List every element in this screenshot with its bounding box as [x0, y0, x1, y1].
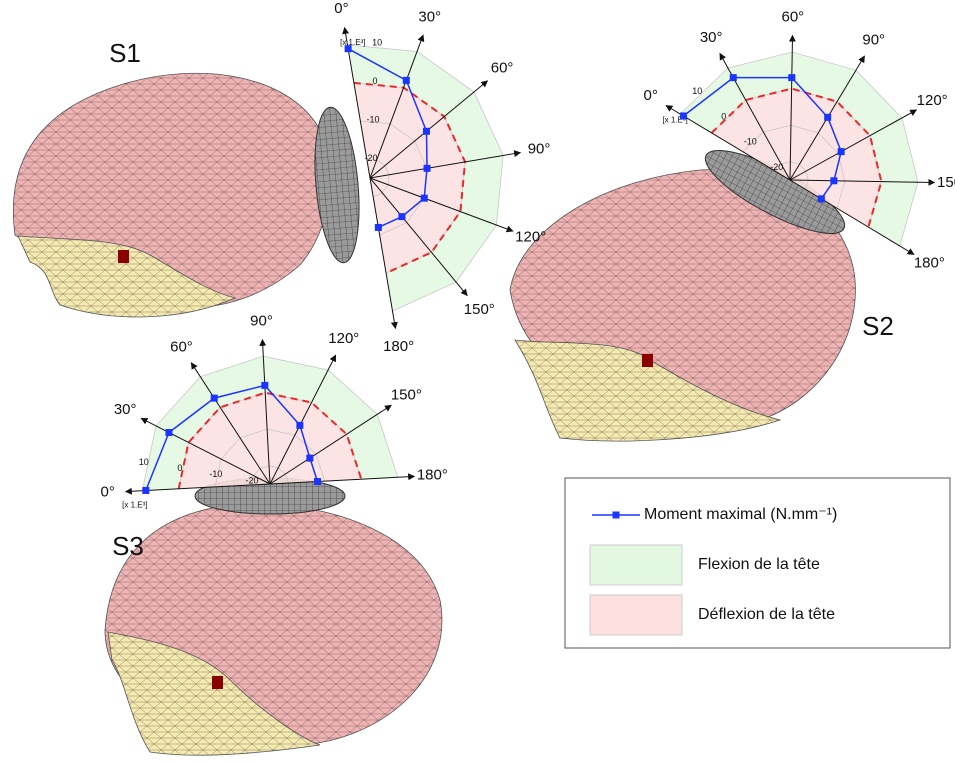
angle-axis: [369, 150, 522, 179]
series-marker: [313, 478, 321, 486]
angle-label: 90°: [528, 140, 551, 157]
head-model-s3: [104, 477, 443, 756]
angle-label: 90°: [862, 32, 885, 49]
angle-label: 90°: [250, 313, 273, 330]
series-marker: [296, 421, 304, 429]
series-marker: [398, 213, 406, 221]
y-tick-label: 0: [177, 463, 182, 473]
y-tick-label: 0: [373, 76, 378, 86]
angle-label: 120°: [515, 229, 546, 246]
angle-label: 60°: [491, 60, 514, 77]
angle-axis: [369, 177, 468, 297]
angle-label: 60°: [781, 8, 804, 25]
unit-label: [x 1.E³]: [122, 501, 147, 510]
series-marker: [306, 454, 314, 462]
y-tick-label: -20: [245, 475, 258, 485]
series-marker: [142, 487, 150, 495]
angle-label: 0°: [334, 0, 348, 17]
angle-label: 180°: [383, 338, 414, 355]
angle-axis: [788, 34, 796, 181]
y-tick-label: 0: [721, 111, 726, 121]
head-model-s2: [509, 150, 856, 442]
legend-swatch: [589, 594, 683, 636]
series-marker: [402, 76, 410, 84]
angle-axis: [124, 483, 271, 495]
y-tick-label: -20: [365, 153, 378, 163]
series-marker: [830, 177, 838, 185]
series-marker: [165, 429, 173, 437]
legend-label: Déflexion de la tête: [698, 606, 835, 623]
head-model-s1: [13, 72, 360, 318]
series-marker: [210, 394, 218, 402]
angle-label: 180°: [914, 255, 945, 272]
y-tick-label: -10: [744, 137, 757, 147]
y-tick-label: -20: [770, 162, 783, 172]
angle-label: 120°: [328, 330, 359, 347]
chart-title: S3: [112, 531, 144, 561]
legend-label: Moment maximal (N.mm⁻¹): [644, 506, 837, 523]
angle-label: 30°: [114, 401, 137, 418]
angle-label: 30°: [700, 29, 723, 46]
region-area: [711, 88, 882, 228]
y-tick-label: 10: [372, 38, 382, 48]
angle-axis: [140, 417, 271, 485]
y-tick-label: 10: [139, 457, 149, 467]
series-marker: [344, 45, 352, 53]
unit-label: [x 1.E³]: [340, 38, 365, 47]
region-area: [347, 44, 504, 312]
angle-label: 120°: [917, 92, 948, 109]
angle-axis: [342, 26, 371, 179]
series-marker: [817, 195, 825, 203]
series-marker: [729, 74, 737, 82]
angle-label: 60°: [170, 339, 193, 356]
angle-axis: [369, 177, 514, 233]
series-marker: [420, 194, 428, 202]
region-area: [178, 392, 362, 489]
series-marker: [788, 74, 796, 82]
series-marker: [679, 112, 687, 120]
angle-label: 0°: [100, 483, 114, 500]
series-marker: [422, 127, 430, 135]
series-marker: [837, 148, 845, 156]
angle-label: 30°: [418, 8, 441, 25]
y-tick-label: -10: [367, 115, 380, 125]
angle-axis: [369, 34, 425, 179]
angle-axis: [269, 354, 337, 485]
series-marker: [423, 164, 431, 172]
angle-label: 180°: [417, 466, 448, 483]
angle-axis: [369, 177, 398, 330]
series-marker: [824, 113, 832, 121]
angle-label: 150°: [464, 301, 495, 318]
angle-axis: [269, 473, 416, 485]
legend-swatch: [589, 544, 683, 586]
legend-marker: [612, 511, 620, 519]
angle-label: 150°: [391, 386, 422, 403]
angle-axis: [789, 109, 918, 181]
unit-label: [x 1.E³]: [662, 115, 687, 124]
y-tick-label: 10: [692, 86, 702, 96]
angle-label: 0°: [643, 87, 657, 104]
y-tick-label: -10: [209, 469, 222, 479]
angle-axis: [269, 404, 392, 485]
region-area: [680, 52, 918, 246]
series-marker: [261, 381, 269, 389]
angle-label: 150°: [937, 174, 955, 191]
region-area: [142, 356, 398, 491]
angle-axis: [259, 338, 271, 485]
legend-label: Flexion de la tête: [698, 556, 820, 573]
chart-title: S1: [109, 38, 141, 68]
series-marker: [374, 223, 382, 231]
angle-axis: [789, 179, 915, 255]
angle-axis: [190, 362, 271, 485]
angle-axis: [789, 178, 936, 186]
chart-title: S2: [862, 311, 894, 341]
